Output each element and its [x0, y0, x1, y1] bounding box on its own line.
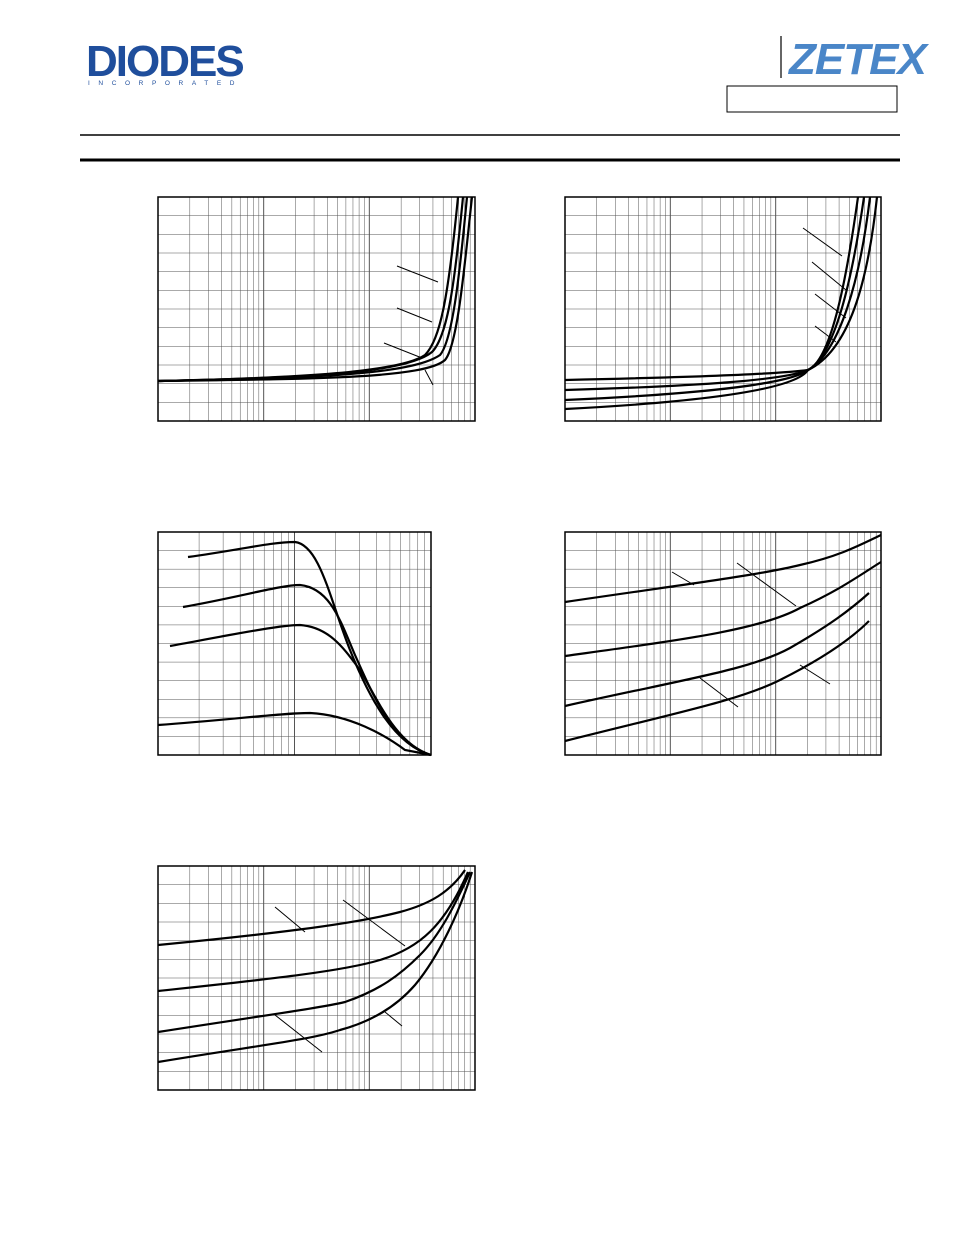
- chart-5-curves: [157, 869, 474, 1064]
- curve: [157, 196, 465, 383]
- chart-4-curves: [564, 534, 882, 743]
- curve: [187, 540, 432, 757]
- curve: [564, 561, 882, 658]
- curve: [564, 592, 870, 708]
- leader-lines: [274, 899, 406, 1053]
- curve: [157, 871, 474, 1064]
- curve: [157, 711, 432, 757]
- curve: [157, 196, 474, 383]
- chart-frame: [564, 531, 882, 756]
- curve: [564, 620, 870, 743]
- curve: [564, 196, 879, 411]
- logo-diodes-sub: INCORPORATED: [88, 80, 243, 87]
- chart-2-curves: [564, 196, 879, 411]
- leader-lines: [802, 227, 847, 343]
- chart-frame: [564, 196, 882, 422]
- curve: [157, 196, 469, 383]
- leader-lines: [671, 562, 831, 708]
- chart-frame: [157, 531, 432, 756]
- curve: [157, 871, 470, 993]
- grids: [157, 196, 882, 1091]
- header: DIODES INCORPORATED ZETEX: [80, 35, 930, 162]
- logo-diodes: DIODES: [86, 37, 243, 86]
- chart-frame: [157, 865, 476, 1091]
- curve: [564, 196, 860, 382]
- curve: [564, 196, 872, 402]
- logo-zetex: ZETEX: [787, 35, 929, 84]
- curve: [157, 869, 466, 947]
- leader-lines: [383, 265, 439, 386]
- curve: [564, 534, 882, 604]
- chart-frame: [157, 196, 476, 422]
- curve: [157, 196, 460, 383]
- curve: [169, 623, 432, 757]
- chart-3-curves: [157, 540, 432, 757]
- part-number-box: [726, 85, 898, 113]
- curve: [157, 871, 472, 1034]
- chart-1-curves: [157, 196, 474, 386]
